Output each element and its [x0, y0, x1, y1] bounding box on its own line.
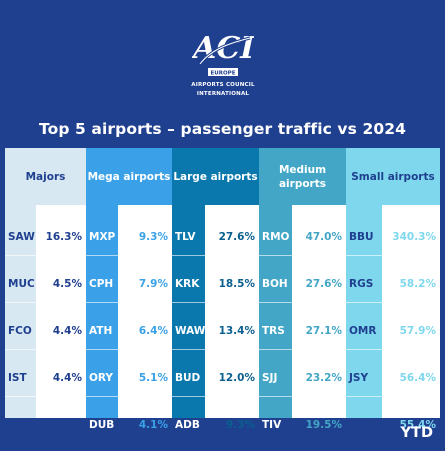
- traffic-change-value: 18.5%: [218, 278, 255, 290]
- traffic-change-value: 56.4%: [399, 372, 436, 384]
- traffic-change-value: 4.4%: [52, 325, 82, 337]
- traffic-change-value: 9.3%: [225, 419, 255, 431]
- row-divider: [259, 396, 346, 397]
- row-divider: [346, 349, 440, 350]
- airport-code: BCN: [8, 419, 33, 431]
- airport-code: RMO: [262, 231, 290, 243]
- column-medium-airports: Medium airports RMO 47.0% BOH 27.6% TRS 27.1% S…: [259, 148, 346, 431]
- column-small-airports: Small airports BBU 340.3% RGS 58.2% OMR 57.9% J…: [346, 148, 440, 431]
- traffic-change-value: 7.9%: [138, 278, 168, 290]
- airport-code: SJJ: [262, 372, 278, 384]
- traffic-change-value: 55.4%: [399, 419, 436, 431]
- row-divider: [5, 302, 86, 303]
- airport-code: IST: [8, 372, 27, 384]
- traffic-change-value: 58.2%: [399, 278, 436, 290]
- row-divider: [86, 396, 172, 397]
- airport-code: LNZ: [349, 419, 373, 431]
- airport-code: ADB: [175, 419, 200, 431]
- airport-code: MUC: [8, 278, 35, 290]
- airport-code: BBU: [349, 231, 374, 243]
- airport-code: JSY: [349, 372, 369, 384]
- airport-code: TIV: [262, 419, 282, 431]
- row-divider: [259, 302, 346, 303]
- traffic-change-value: 6.4%: [138, 325, 168, 337]
- column-large-airports: Large airports TLV 27.6% KRK 18.5% WAW 13.4% BU…: [172, 148, 259, 431]
- column-majors: Majors SAW 16.3% MUC 4.5% FCO 4.4% IST 4.4% BCN 4.…: [5, 148, 86, 431]
- airport-code: BUD: [175, 372, 201, 384]
- traffic-change-value: 4.4%: [52, 372, 82, 384]
- traffic-change-value: 16.3%: [45, 231, 82, 243]
- traffic-change-value: 27.1%: [305, 325, 342, 337]
- airport-code: MXP: [89, 231, 116, 243]
- ytd-label: YTD: [400, 425, 433, 441]
- traffic-change-value: 47.0%: [305, 231, 342, 243]
- traffic-change-value: 9.3%: [138, 231, 168, 243]
- row-divider: [259, 349, 346, 350]
- airport-code: RGS: [349, 278, 374, 290]
- column-header-majors: Majors: [5, 148, 86, 205]
- code-strip: [5, 205, 36, 418]
- row-divider: [346, 396, 440, 397]
- column-header-small-airports: Small airports: [346, 148, 440, 205]
- traffic-change-value: 4.3%: [52, 419, 82, 431]
- svg-text:EUROPE: EUROPE: [211, 71, 236, 77]
- row-divider: [172, 349, 259, 350]
- value-strip: [118, 205, 172, 418]
- aci-logo-mark: ACI EUROPE: [192, 31, 254, 77]
- value-strip: [292, 205, 346, 418]
- row-divider: [5, 396, 86, 397]
- airport-code: DUB: [89, 419, 115, 431]
- traffic-change-value: 27.6%: [218, 231, 255, 243]
- traffic-change-value: 4.1%: [138, 419, 168, 431]
- traffic-change-value: 19.5%: [305, 419, 342, 431]
- traffic-change-value: 57.9%: [399, 325, 436, 337]
- airport-code: WAW: [175, 325, 206, 337]
- airport-code: BOH: [262, 278, 288, 290]
- row-divider: [172, 396, 259, 397]
- traffic-change-value: 4.5%: [52, 278, 82, 290]
- airport-code: ATH: [89, 325, 113, 337]
- value-strip: [36, 205, 86, 418]
- row-divider: [259, 255, 346, 256]
- airport-code: OMR: [349, 325, 377, 337]
- logo-line-2: INTERNATIONAL: [196, 90, 250, 97]
- value-strip: [382, 205, 440, 418]
- row-divider: [5, 255, 86, 256]
- column-mega-airports: Mega airports MXP 9.3% CPH 7.9% ATH 6.4% ORY 5.1…: [86, 148, 172, 431]
- traffic-change-value: 12.0%: [218, 372, 255, 384]
- traffic-change-value: 27.6%: [305, 278, 342, 290]
- aci-logo: ACI EUROPE AIRPORTS COUNCIL INTERNATIONA…: [180, 18, 266, 104]
- column-header-mega-airports: Mega airports: [86, 148, 172, 205]
- traffic-change-value: 5.1%: [138, 372, 168, 384]
- row-divider: [86, 349, 172, 350]
- row-divider: [346, 302, 440, 303]
- airport-code: FCO: [8, 325, 32, 337]
- code-strip: [259, 205, 292, 418]
- airport-code: TLV: [175, 231, 196, 243]
- row-divider: [172, 255, 259, 256]
- airport-code: TRS: [262, 325, 285, 337]
- traffic-change-value: 23.2%: [305, 372, 342, 384]
- row-divider: [346, 255, 440, 256]
- traffic-change-value: 13.4%: [218, 325, 255, 337]
- code-strip: [346, 205, 382, 418]
- row-divider: [172, 302, 259, 303]
- logo-line-1: AIRPORTS COUNCIL: [191, 82, 255, 88]
- code-strip: [172, 205, 205, 418]
- column-header-medium-airports: Medium airports: [259, 148, 346, 205]
- airport-code: ORY: [89, 372, 114, 384]
- page-title: Top 5 airports – passenger traffic vs 20…: [39, 120, 406, 138]
- code-strip: [86, 205, 118, 418]
- airport-traffic-table: Majors SAW 16.3% MUC 4.5% FCO 4.4% IST 4.4% BCN 4.…: [5, 148, 440, 431]
- row-divider: [86, 255, 172, 256]
- value-strip: [205, 205, 259, 418]
- airport-code: KRK: [175, 278, 200, 290]
- row-divider: [5, 349, 86, 350]
- row-divider: [86, 302, 172, 303]
- airport-code: SAW: [8, 231, 35, 243]
- traffic-change-value: 340.3%: [392, 231, 436, 243]
- airport-code: CPH: [89, 278, 114, 290]
- column-header-large-airports: Large airports: [172, 148, 259, 205]
